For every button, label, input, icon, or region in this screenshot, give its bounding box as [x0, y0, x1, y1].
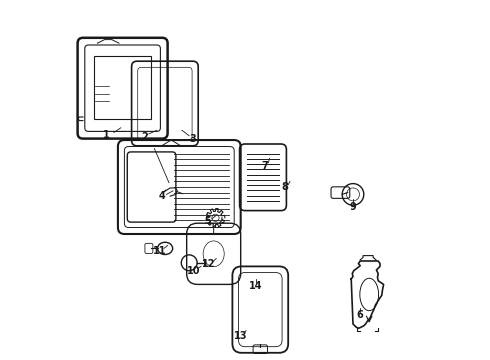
Text: 6: 6 — [357, 310, 364, 320]
Text: 10: 10 — [187, 266, 200, 276]
Text: 5: 5 — [204, 216, 211, 226]
Text: 1: 1 — [103, 130, 110, 140]
Text: 8: 8 — [281, 182, 288, 192]
Text: 3: 3 — [190, 134, 196, 144]
Text: 13: 13 — [234, 330, 247, 341]
Text: 7: 7 — [262, 161, 268, 171]
Text: 4: 4 — [159, 191, 166, 201]
Text: 12: 12 — [202, 258, 216, 269]
Text: 2: 2 — [141, 132, 147, 142]
Text: 9: 9 — [350, 202, 356, 212]
Text: 11: 11 — [152, 246, 166, 256]
Text: 14: 14 — [249, 281, 263, 291]
Bar — [94, 56, 151, 119]
